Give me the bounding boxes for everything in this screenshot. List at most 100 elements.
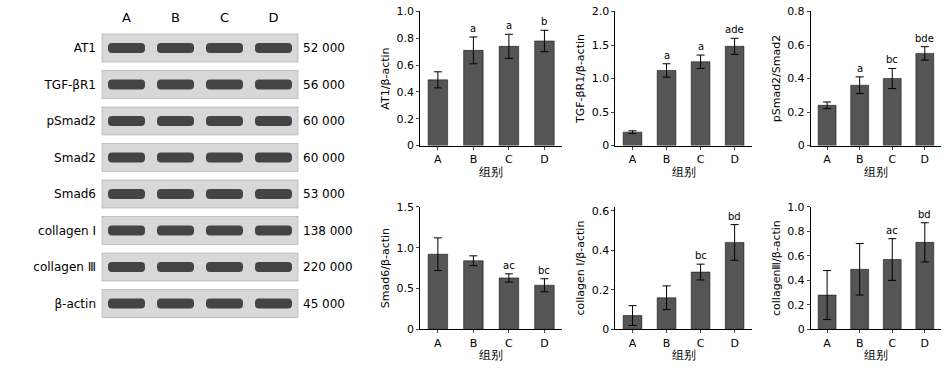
svg-text:0.2: 0.2	[396, 113, 414, 126]
svg-text:0.6: 0.6	[787, 39, 805, 52]
svg-text:A: A	[434, 153, 442, 166]
svg-text:220 000: 220 000	[303, 260, 353, 274]
svg-text:60 000: 60 000	[303, 114, 345, 128]
svg-text:0.4: 0.4	[592, 244, 610, 257]
svg-text:B: B	[171, 10, 180, 25]
svg-text:Smad6: Smad6	[54, 187, 96, 201]
svg-text:C: C	[505, 153, 513, 166]
svg-text:D: D	[540, 153, 548, 166]
svg-text:B: B	[470, 153, 478, 166]
svg-text:a: a	[857, 63, 863, 74]
svg-text:Smad6/β-actin: Smad6/β-actin	[379, 228, 392, 308]
svg-text:1.5: 1.5	[396, 201, 414, 214]
svg-text:组别: 组别	[479, 165, 503, 179]
svg-text:A: A	[823, 153, 831, 166]
svg-text:collagenⅢ/β-actin: collagenⅢ/β-actin	[770, 220, 783, 316]
svg-text:a: a	[698, 41, 704, 52]
svg-text:ac: ac	[503, 260, 515, 271]
svg-text:TGF-βR1/β-actin: TGF-βR1/β-actin	[574, 34, 587, 124]
svg-text:组别: 组别	[864, 348, 888, 362]
svg-text:0: 0	[407, 139, 414, 152]
svg-text:138 000: 138 000	[303, 224, 353, 238]
svg-text:53 000: 53 000	[303, 187, 345, 201]
svg-text:45 000: 45 000	[303, 297, 345, 311]
svg-text:C: C	[505, 337, 513, 350]
svg-text:1.0: 1.0	[592, 72, 610, 85]
svg-text:0.8: 0.8	[787, 5, 805, 18]
svg-text:C: C	[220, 10, 229, 25]
svg-text:AT1/β-actin: AT1/β-actin	[379, 47, 392, 109]
svg-text:a: a	[506, 20, 512, 31]
svg-text:0.6: 0.6	[396, 59, 414, 72]
svg-text:pSmad2: pSmad2	[46, 114, 96, 128]
svg-text:D: D	[921, 337, 929, 350]
svg-text:0.8: 0.8	[787, 225, 805, 238]
svg-text:0.4: 0.4	[787, 72, 805, 85]
svg-text:A: A	[629, 337, 637, 350]
svg-text:1.0: 1.0	[396, 242, 414, 255]
svg-text:a: a	[470, 23, 476, 34]
svg-text:52 000: 52 000	[303, 41, 345, 55]
svg-text:组别: 组别	[479, 348, 503, 362]
svg-text:0: 0	[602, 323, 609, 336]
svg-text:bc: bc	[695, 250, 707, 261]
svg-text:0.8: 0.8	[396, 32, 414, 45]
svg-text:C: C	[888, 153, 896, 166]
svg-text:a: a	[664, 50, 670, 61]
svg-text:0: 0	[602, 139, 609, 152]
svg-text:ac: ac	[886, 225, 898, 236]
svg-text:D: D	[540, 337, 548, 350]
svg-text:B: B	[856, 153, 864, 166]
svg-text:1.5: 1.5	[592, 39, 610, 52]
svg-text:β-actin: β-actin	[54, 297, 96, 311]
svg-text:collagen Ⅰ/β-actin: collagen Ⅰ/β-actin	[574, 221, 587, 316]
svg-text:b: b	[541, 16, 547, 27]
svg-text:D: D	[730, 337, 738, 350]
svg-text:bde: bde	[915, 33, 934, 44]
svg-text:0: 0	[798, 139, 805, 152]
svg-text:2.0: 2.0	[592, 5, 610, 18]
svg-text:组别: 组别	[672, 165, 696, 179]
svg-text:C: C	[697, 337, 705, 350]
svg-text:C: C	[697, 153, 705, 166]
svg-text:ade: ade	[725, 24, 744, 35]
svg-text:B: B	[663, 153, 671, 166]
svg-text:bd: bd	[918, 209, 931, 220]
svg-text:B: B	[856, 337, 864, 350]
svg-text:0: 0	[407, 323, 414, 336]
svg-text:0: 0	[798, 323, 805, 336]
svg-text:collagen Ⅲ: collagen Ⅲ	[33, 260, 96, 274]
svg-text:bc: bc	[538, 265, 550, 276]
svg-text:B: B	[663, 337, 671, 350]
svg-text:0.5: 0.5	[396, 282, 414, 295]
svg-text:D: D	[921, 153, 929, 166]
svg-text:1.0: 1.0	[787, 201, 805, 214]
svg-text:0.2: 0.2	[787, 299, 805, 312]
svg-text:AT1: AT1	[74, 41, 96, 55]
svg-text:0.2: 0.2	[592, 284, 610, 297]
svg-text:D: D	[268, 10, 278, 25]
svg-text:A: A	[629, 153, 637, 166]
svg-text:0.2: 0.2	[787, 106, 805, 119]
svg-text:56 000: 56 000	[303, 78, 345, 92]
svg-text:collagen Ⅰ: collagen Ⅰ	[38, 224, 96, 238]
svg-text:A: A	[823, 337, 831, 350]
svg-text:TGF-βR1: TGF-βR1	[44, 78, 97, 92]
svg-text:0.5: 0.5	[592, 106, 610, 119]
svg-text:B: B	[470, 337, 478, 350]
svg-text:D: D	[730, 153, 738, 166]
svg-text:Smad2: Smad2	[54, 151, 96, 165]
svg-text:组别: 组别	[864, 165, 888, 179]
svg-text:bd: bd	[728, 211, 741, 222]
svg-text:60 000: 60 000	[303, 151, 345, 165]
svg-text:组别: 组别	[672, 348, 696, 362]
svg-text:0.4: 0.4	[396, 86, 414, 99]
svg-text:pSmad2/Smad2: pSmad2/Smad2	[770, 35, 783, 123]
svg-text:0.6: 0.6	[787, 250, 805, 263]
svg-text:A: A	[434, 337, 442, 350]
svg-text:C: C	[888, 337, 896, 350]
svg-text:0.6: 0.6	[592, 205, 610, 218]
svg-text:1.0: 1.0	[396, 5, 414, 18]
svg-text:0.4: 0.4	[787, 274, 805, 287]
svg-text:bc: bc	[886, 54, 898, 65]
